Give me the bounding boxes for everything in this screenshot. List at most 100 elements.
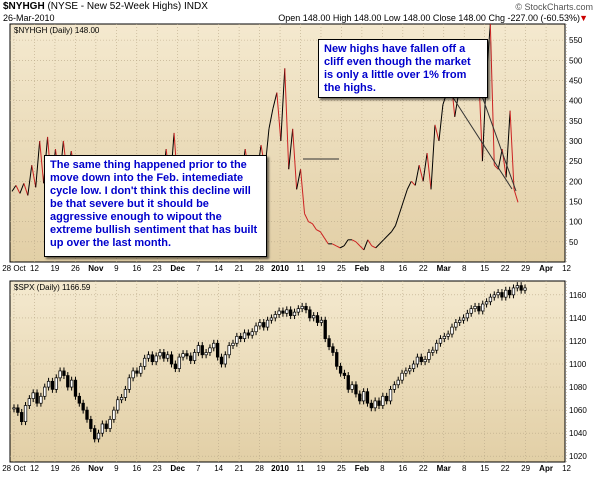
candle-body (200, 345, 204, 356)
x-tick-label: 26 (71, 464, 80, 473)
candle-body (166, 354, 170, 359)
candle-body (135, 370, 139, 374)
line-segment (418, 165, 424, 182)
y-tick-label: 1160 (569, 291, 587, 300)
line-segment (422, 153, 428, 182)
x-tick-label: 12 (562, 464, 571, 473)
candle-body (427, 352, 431, 360)
candle-body (131, 370, 135, 379)
x-tick-label: Feb (355, 264, 369, 273)
annotation-new-highs: New highs have fallen off a cliff even t… (318, 39, 488, 98)
x-tick-label: Dec (170, 264, 185, 273)
ohlc-readout: Open 148.00 High 148.00 Low 148.00 Close… (278, 13, 580, 23)
x-tick-label: 22 (419, 264, 428, 273)
candle-body (369, 402, 373, 409)
x-tick-label: 11 (296, 264, 305, 273)
line-segment (343, 239, 349, 247)
line-segment (493, 164, 499, 170)
candle-body (169, 354, 174, 365)
x-tick-label: 15 (480, 264, 489, 273)
candle-body (150, 354, 154, 363)
line-segment (402, 189, 408, 202)
candle-body (404, 370, 408, 374)
candle-body (108, 418, 112, 429)
y-tick-label: 1120 (569, 337, 587, 346)
line-segment (284, 68, 290, 170)
candle-body (208, 347, 212, 353)
candle-body (89, 418, 93, 429)
y-tick-label: 350 (569, 117, 583, 126)
candle-body (181, 353, 185, 358)
x-tick-label: 25 (337, 264, 346, 273)
candle-body (239, 335, 243, 339)
candle-body (507, 289, 512, 296)
symbol-description: (NYSE - New 52-Week Highs) INDX (47, 1, 208, 12)
x-tick-label: 16 (132, 264, 141, 273)
candle-body (104, 423, 108, 429)
candle-body (300, 306, 304, 310)
series-legend: $NYHGH (Daily) 148.00 (14, 26, 100, 35)
candle-body (338, 365, 343, 374)
y-tick-label: 500 (569, 56, 583, 65)
line-segment (300, 169, 306, 214)
line-segment (288, 128, 294, 170)
candle-body (454, 322, 458, 328)
annotation-pointer (451, 95, 513, 190)
x-tick-label: 14 (214, 464, 223, 473)
y-tick-label: 300 (569, 137, 583, 146)
candle-body (219, 356, 224, 365)
candle-body (504, 289, 508, 298)
line-segment (331, 243, 337, 247)
candle-body (415, 356, 420, 365)
line-segment (35, 140, 41, 188)
candle-body (511, 287, 516, 296)
candle-body (419, 356, 423, 363)
candle-body (488, 296, 493, 303)
candle-body (519, 285, 523, 291)
candle-body (73, 379, 78, 397)
x-tick-label: 29 (521, 264, 530, 273)
candle-body (523, 287, 527, 291)
candle-body (342, 372, 347, 376)
candle-body (54, 377, 58, 390)
candle-body (246, 332, 251, 336)
line-segment (379, 239, 384, 245)
candle-body (158, 352, 162, 357)
line-segment (398, 201, 404, 214)
y-tick-label: 1040 (569, 429, 587, 438)
line-segment (316, 229, 321, 233)
x-tick-label: 7 (196, 464, 201, 473)
x-tick-label: 21 (235, 464, 244, 473)
candle-body (177, 356, 181, 369)
candle-body (392, 384, 397, 390)
line-segment (363, 239, 369, 251)
candle-body (408, 368, 412, 372)
candle-body (381, 395, 385, 406)
candle-body (196, 345, 201, 353)
candle-body (12, 407, 16, 410)
candle-body (231, 342, 235, 346)
chart-date: 26-Mar-2010 (3, 13, 55, 23)
y-tick-label: 1140 (569, 314, 587, 323)
candle-body (212, 342, 216, 349)
candle-body (461, 317, 466, 321)
candle-body (446, 333, 450, 337)
line-segment (11, 185, 17, 192)
line-segment (19, 183, 25, 194)
x-tick-label: 25 (337, 464, 346, 473)
candle-body (423, 359, 427, 363)
line-segment (335, 245, 341, 249)
x-tick-label: 8 (380, 464, 385, 473)
candle-body (142, 357, 147, 367)
line-segment (375, 243, 380, 249)
candle-body (215, 342, 220, 358)
candle-body (127, 377, 131, 390)
x-tick-label: 2010 (271, 464, 289, 473)
candle-body (477, 306, 481, 312)
candle-body (481, 303, 485, 312)
candle-body (20, 412, 24, 422)
x-tick-label: 11 (296, 464, 305, 473)
x-tick-label: Dec (170, 464, 185, 473)
line-segment (509, 110, 515, 190)
candle-body (146, 354, 151, 359)
